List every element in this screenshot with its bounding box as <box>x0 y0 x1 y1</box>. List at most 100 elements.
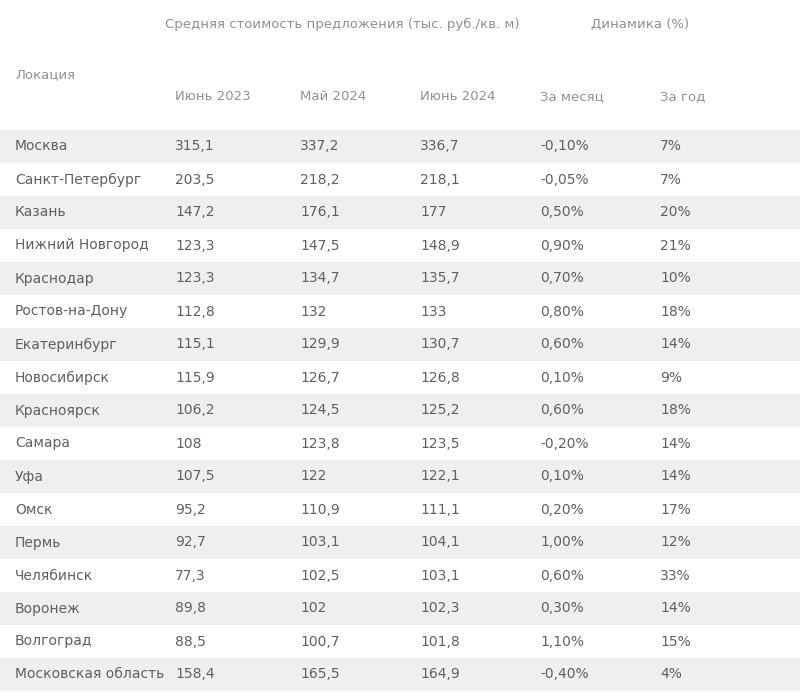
Text: -0,10%: -0,10% <box>540 139 589 153</box>
Text: Санкт-Петербург: Санкт-Петербург <box>15 172 142 186</box>
Text: 15%: 15% <box>660 634 690 648</box>
Text: Май 2024: Май 2024 <box>300 90 366 103</box>
Text: Нижний Новгород: Нижний Новгород <box>15 239 149 253</box>
Text: Июнь 2024: Июнь 2024 <box>420 90 495 103</box>
Text: 0,80%: 0,80% <box>540 304 584 318</box>
Bar <box>0 691 800 700</box>
Bar <box>0 526 800 559</box>
Text: За месяц: За месяц <box>540 90 604 103</box>
Text: 10%: 10% <box>660 272 690 286</box>
Bar <box>0 658 800 691</box>
Text: 0,90%: 0,90% <box>540 239 584 253</box>
Text: 18%: 18% <box>660 304 691 318</box>
Text: -0,05%: -0,05% <box>540 172 589 186</box>
Text: 7%: 7% <box>660 172 682 186</box>
Text: 112,8: 112,8 <box>175 304 214 318</box>
Text: 0,10%: 0,10% <box>540 470 584 484</box>
Text: 89,8: 89,8 <box>175 601 206 615</box>
Text: 14%: 14% <box>660 437 690 451</box>
Text: 102,3: 102,3 <box>420 601 459 615</box>
Text: Июнь 2023: Июнь 2023 <box>175 90 250 103</box>
Text: 103,1: 103,1 <box>300 536 340 550</box>
Text: 17%: 17% <box>660 503 690 517</box>
Text: Екатеринбург: Екатеринбург <box>15 337 118 351</box>
Text: 4%: 4% <box>660 668 682 682</box>
Text: 7%: 7% <box>660 139 682 153</box>
Text: 218,2: 218,2 <box>300 172 340 186</box>
Text: 88,5: 88,5 <box>175 634 206 648</box>
Text: 106,2: 106,2 <box>175 403 214 417</box>
Text: 12%: 12% <box>660 536 690 550</box>
Bar <box>0 559 800 592</box>
Text: 164,9: 164,9 <box>420 668 460 682</box>
Text: 0,20%: 0,20% <box>540 503 584 517</box>
Text: Казань: Казань <box>15 206 66 220</box>
Bar <box>0 328 800 361</box>
Text: Пермь: Пермь <box>15 536 62 550</box>
Text: 126,7: 126,7 <box>300 370 340 384</box>
Text: 123,3: 123,3 <box>175 272 214 286</box>
Bar <box>0 460 800 493</box>
Text: 0,10%: 0,10% <box>540 370 584 384</box>
Text: 1,10%: 1,10% <box>540 634 584 648</box>
Text: 203,5: 203,5 <box>175 172 214 186</box>
Text: Ростов-на-Дону: Ростов-на-Дону <box>15 304 128 318</box>
Text: Омск: Омск <box>15 503 53 517</box>
Text: 0,60%: 0,60% <box>540 403 584 417</box>
Text: 102,5: 102,5 <box>300 568 339 582</box>
Text: 336,7: 336,7 <box>420 139 459 153</box>
Text: 122: 122 <box>300 470 326 484</box>
Text: 123,5: 123,5 <box>420 437 459 451</box>
Text: 92,7: 92,7 <box>175 536 206 550</box>
Text: 122,1: 122,1 <box>420 470 460 484</box>
Text: 77,3: 77,3 <box>175 568 206 582</box>
Text: Волгоград: Волгоград <box>15 634 93 648</box>
Text: Уфа: Уфа <box>15 470 44 484</box>
Text: 0,60%: 0,60% <box>540 568 584 582</box>
Text: 21%: 21% <box>660 239 690 253</box>
Text: 14%: 14% <box>660 337 690 351</box>
Text: Средняя стоимость предложения (тыс. руб./кв. м): Средняя стоимость предложения (тыс. руб.… <box>165 18 520 31</box>
Text: 315,1: 315,1 <box>175 139 214 153</box>
Text: 135,7: 135,7 <box>420 272 459 286</box>
Text: 111,1: 111,1 <box>420 503 460 517</box>
Bar <box>0 295 800 328</box>
Text: 124,5: 124,5 <box>300 403 339 417</box>
Text: 125,2: 125,2 <box>420 403 459 417</box>
Bar <box>0 493 800 526</box>
Bar <box>0 427 800 460</box>
Text: 33%: 33% <box>660 568 690 582</box>
Text: 95,2: 95,2 <box>175 503 206 517</box>
Text: 158,4: 158,4 <box>175 668 214 682</box>
Text: 107,5: 107,5 <box>175 470 214 484</box>
Bar <box>0 196 800 229</box>
Text: 130,7: 130,7 <box>420 337 459 351</box>
Text: 218,1: 218,1 <box>420 172 460 186</box>
Text: 0,70%: 0,70% <box>540 272 584 286</box>
Text: За год: За год <box>660 90 706 103</box>
Text: 1,00%: 1,00% <box>540 536 584 550</box>
Text: Красноярск: Красноярск <box>15 403 101 417</box>
Text: Краснодар: Краснодар <box>15 272 94 286</box>
Text: 0,50%: 0,50% <box>540 206 584 220</box>
Text: 18%: 18% <box>660 403 691 417</box>
Bar <box>0 625 800 658</box>
Text: Локация: Локация <box>15 68 75 81</box>
Bar <box>0 229 800 262</box>
Text: 0,60%: 0,60% <box>540 337 584 351</box>
Text: Челябинск: Челябинск <box>15 568 94 582</box>
Text: 337,2: 337,2 <box>300 139 339 153</box>
Text: Динамика (%): Динамика (%) <box>591 18 689 31</box>
Text: 14%: 14% <box>660 601 690 615</box>
Bar <box>0 592 800 625</box>
Bar <box>0 130 800 163</box>
Text: 103,1: 103,1 <box>420 568 460 582</box>
Text: 123,3: 123,3 <box>175 239 214 253</box>
Text: 176,1: 176,1 <box>300 206 340 220</box>
Text: 134,7: 134,7 <box>300 272 339 286</box>
Bar <box>0 163 800 196</box>
Text: -0,20%: -0,20% <box>540 437 589 451</box>
Text: 104,1: 104,1 <box>420 536 460 550</box>
Text: 100,7: 100,7 <box>300 634 339 648</box>
Text: 147,2: 147,2 <box>175 206 214 220</box>
